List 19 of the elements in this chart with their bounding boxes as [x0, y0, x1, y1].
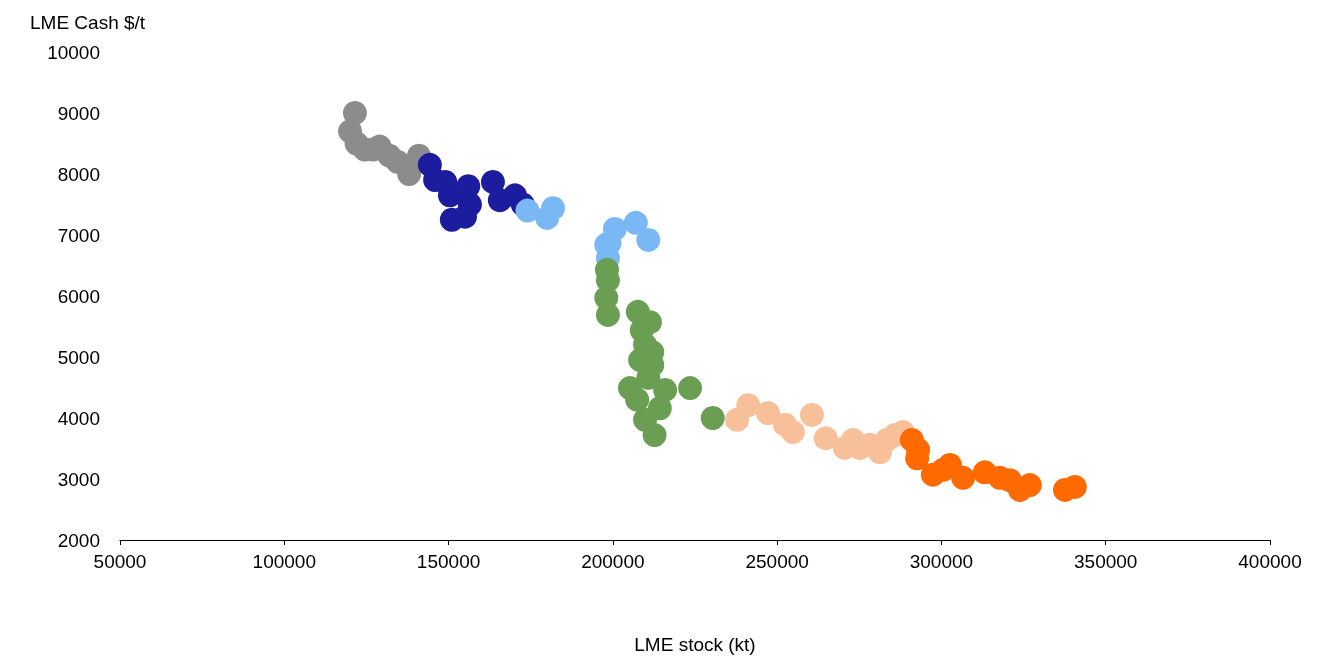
x-tick-label: 300000: [909, 551, 974, 572]
y-tick-label: 7000: [57, 224, 100, 246]
x-tick-label: 200000: [581, 551, 645, 572]
y-tick-label: 8000: [57, 163, 100, 185]
y-tick-label: 10000: [47, 41, 100, 63]
x-tick-label: 50000: [93, 551, 147, 572]
y-tick-label: 5000: [57, 346, 100, 368]
y-tick-label: 6000: [57, 285, 100, 307]
y-tick-label: 9000: [57, 102, 100, 124]
x-axis-title: LME stock (kt): [634, 634, 756, 655]
x-tick-label: 350000: [1074, 551, 1138, 572]
y-axis-title: LME Cash $/t: [30, 12, 146, 33]
x-tick-label: 400000: [1238, 551, 1302, 572]
x-tick-label: 150000: [416, 551, 481, 572]
x-tick-label: 250000: [745, 551, 809, 572]
x-tick-label: 100000: [252, 551, 316, 572]
y-tick-label: 3000: [57, 468, 100, 490]
y-tick-label: 4000: [57, 407, 100, 429]
y-tick-label: 2000: [57, 529, 100, 551]
